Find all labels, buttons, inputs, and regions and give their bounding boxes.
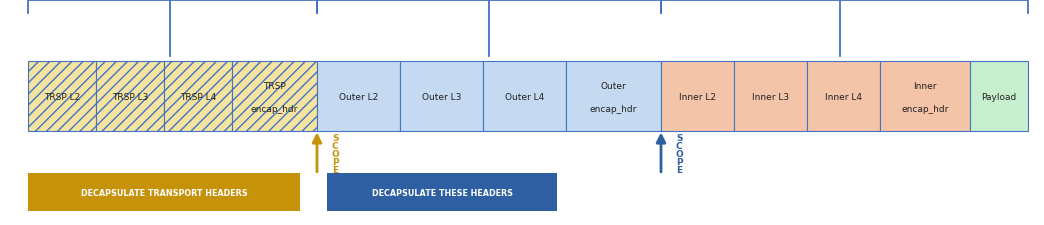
Text: Inner L3: Inner L3 [752,92,789,101]
Bar [164,62,232,132]
Text: Outer L4: Outer L4 [505,92,544,101]
Text: P: P [332,158,338,166]
Text: Outer: Outer [600,82,626,91]
Text: Inner L4: Inner L4 [825,92,862,101]
Text: Payload: Payload [981,92,1017,101]
Text: DECAPSULATE TRANSPORT HEADERS: DECAPSULATE TRANSPORT HEADERS [80,188,247,197]
Text: encap_hdr: encap_hdr [590,105,637,114]
Text: S: S [332,134,338,143]
Bar [970,62,1028,132]
Text: C: C [332,142,338,151]
Bar [566,62,661,132]
Text: TRSP L2: TRSP L2 [44,92,80,101]
Text: O: O [677,150,684,159]
Text: S: S [677,134,683,143]
Bar [734,62,807,132]
Bar [807,62,880,132]
Bar [232,62,317,132]
Bar [317,62,400,132]
Text: Inner L2: Inner L2 [679,92,716,101]
Bar [96,62,164,132]
Bar [661,62,734,132]
Text: TRSP: TRSP [263,82,286,91]
Text: Inner: Inner [914,82,936,91]
Text: O: O [332,150,339,159]
Bar [400,62,483,132]
Text: TRSP L3: TRSP L3 [112,92,148,101]
Text: Outer L3: Outer L3 [422,92,461,101]
Bar [327,173,557,212]
Text: P: P [677,158,683,166]
Text: E: E [677,165,682,174]
Text: encap_hdr: encap_hdr [251,105,299,114]
Bar [28,173,300,212]
Text: encap_hdr: encap_hdr [901,105,949,114]
Bar [880,62,970,132]
Text: TRSP L4: TRSP L4 [180,92,216,101]
Bar [483,62,566,132]
Text: Outer L2: Outer L2 [339,92,378,101]
Text: DECAPSULATE THESE HEADERS: DECAPSULATE THESE HEADERS [372,188,513,197]
Bar [28,62,96,132]
Text: E: E [332,165,338,174]
Text: C: C [677,142,683,151]
